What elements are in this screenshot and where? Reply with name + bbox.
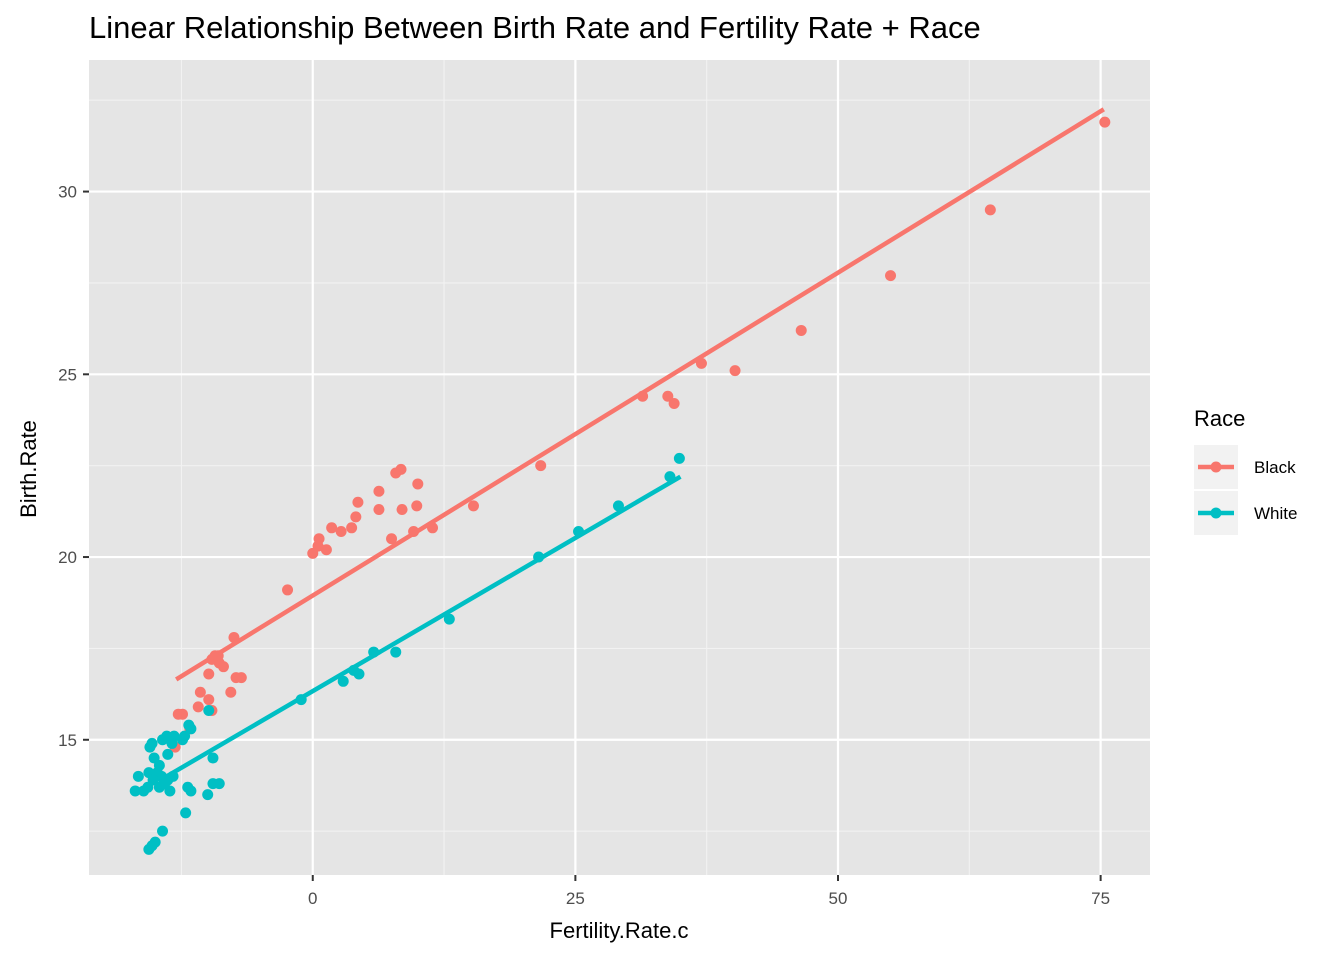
data-point-black [350, 511, 362, 523]
data-point-black [373, 485, 385, 497]
data-point-black [885, 270, 897, 282]
data-point-black [172, 708, 184, 720]
data-point-white [213, 778, 225, 790]
x-axis-title: Fertility.Rate.c [550, 918, 689, 943]
data-point-black [535, 460, 547, 472]
data-point-black [662, 390, 674, 402]
data-point-black [282, 584, 294, 596]
data-point-black [194, 686, 206, 698]
x-axis: 0 25 50 75 [308, 875, 1110, 908]
data-point-white [129, 785, 141, 797]
y-axis-title: Birth.Rate [16, 420, 41, 518]
y-tick-label: 25 [58, 365, 77, 384]
data-point-black [346, 522, 358, 534]
data-point-white [203, 705, 215, 717]
data-point-black [984, 204, 996, 216]
data-point-black [307, 547, 319, 559]
data-point-white [180, 807, 192, 819]
data-point-black [390, 467, 402, 479]
data-point-black [373, 504, 385, 516]
data-point-black [412, 478, 424, 490]
data-point-black [386, 533, 398, 545]
data-point-white [162, 748, 174, 760]
legend-label-black: Black [1254, 458, 1296, 477]
data-point-white [144, 741, 156, 753]
chart-title: Linear Relationship Between Birth Rate a… [89, 10, 981, 45]
data-point-white [202, 789, 214, 801]
y-tick-label: 30 [58, 183, 77, 202]
data-points [129, 116, 1111, 855]
y-tick-label: 15 [58, 731, 77, 750]
data-point-black [396, 504, 408, 516]
y-axis: 15 20 25 30 [58, 183, 89, 750]
x-tick-label: 75 [1091, 889, 1110, 908]
fit-lines [165, 107, 1105, 779]
x-tick-label: 25 [566, 889, 585, 908]
data-point-black [729, 365, 741, 377]
data-point-black [235, 672, 247, 684]
data-point-black [225, 686, 237, 698]
fit-line-white [165, 474, 682, 779]
data-point-black [352, 496, 364, 508]
data-point-white [159, 778, 171, 790]
data-point-white [157, 734, 169, 746]
data-point-white [143, 843, 155, 855]
fit-line-black [175, 107, 1105, 682]
data-point-white [673, 452, 685, 464]
data-point-black [668, 398, 680, 410]
data-point-white [337, 675, 349, 687]
minor-grid [89, 60, 1150, 875]
data-point-black [203, 668, 215, 680]
data-point-white [390, 646, 402, 658]
data-point-white [157, 825, 169, 837]
data-point-black [1099, 116, 1111, 128]
data-point-white [185, 723, 197, 735]
data-point-black [326, 522, 338, 534]
plot-panel [89, 60, 1150, 875]
data-point-white [176, 734, 188, 746]
legend: Race Black White [1194, 406, 1297, 535]
x-tick-label: 50 [829, 889, 848, 908]
legend-title: Race [1194, 406, 1245, 431]
data-point-black [795, 324, 807, 336]
data-point-white [132, 770, 144, 782]
data-point-white [443, 613, 455, 625]
data-point-black [411, 500, 423, 512]
x-tick-label: 0 [308, 889, 317, 908]
y-tick-label: 20 [58, 548, 77, 567]
data-point-black [320, 544, 332, 556]
legend-label-white: White [1254, 504, 1297, 523]
data-point-black [203, 694, 215, 706]
data-point-black [467, 500, 479, 512]
data-point-white [182, 781, 194, 793]
data-point-white [142, 781, 154, 793]
data-point-black [335, 525, 347, 537]
data-point-white [207, 752, 219, 764]
data-point-black [192, 701, 204, 713]
major-grid [89, 60, 1150, 875]
legend-point-black [1210, 461, 1222, 473]
legend-point-white [1210, 507, 1222, 519]
